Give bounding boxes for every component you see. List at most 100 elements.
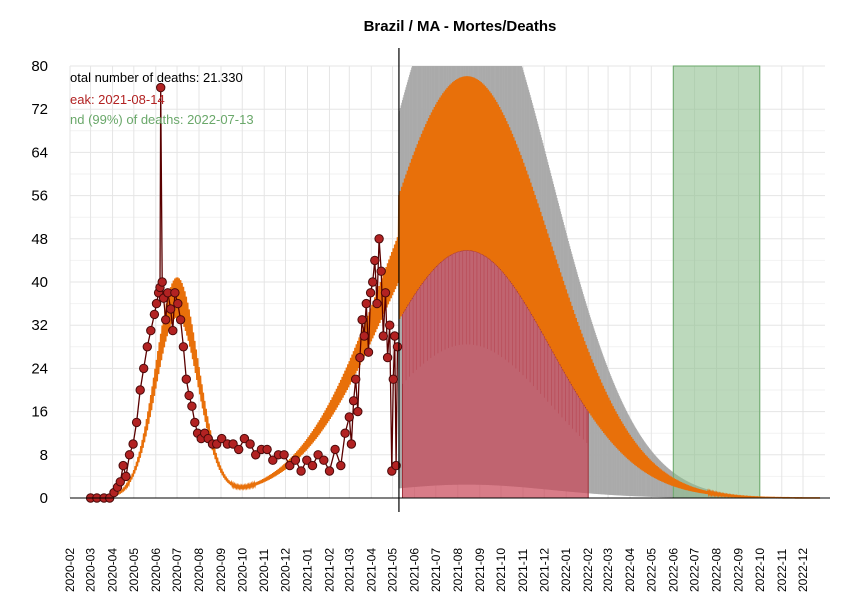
xtick-label: 2021-05 — [386, 548, 400, 592]
observed-point — [157, 277, 167, 287]
observed-point — [353, 406, 363, 417]
observed-point — [173, 298, 183, 309]
xtick-label: 2022-03 — [601, 548, 615, 592]
xtick-label: 2022-12 — [796, 548, 810, 592]
fit-curve — [103, 76, 821, 499]
xtick-label: 2022-08 — [710, 548, 724, 592]
observed-point — [376, 266, 386, 276]
xtick-label: 2022-09 — [732, 548, 746, 592]
observed-point — [361, 298, 371, 309]
observed-point — [151, 298, 162, 309]
xtick-label: 2020-09 — [214, 548, 228, 592]
xtick-label: 2020-11 — [257, 549, 271, 592]
ytick-label: 80 — [31, 58, 48, 75]
ytick-label: 32 — [31, 317, 48, 334]
annotation-end-date: nd (99%) of deaths: 2022-07-13 — [70, 112, 254, 127]
observed-point — [392, 342, 403, 352]
observed-point — [156, 82, 166, 93]
observed-point — [390, 331, 400, 341]
chart-title: Brazil / MA - Mortes/Deaths — [364, 18, 557, 35]
ytick-label: 56 — [31, 188, 48, 205]
observed-point — [340, 428, 350, 438]
observed-point — [388, 374, 398, 384]
xtick-label: 2021-07 — [429, 548, 443, 592]
observed-point — [319, 455, 329, 465]
end-window-band — [672, 65, 761, 499]
observed-point — [344, 412, 354, 422]
observed-point — [307, 460, 318, 471]
observed-point — [279, 450, 289, 460]
observed-point — [168, 325, 178, 336]
observed-point — [385, 320, 395, 330]
observed-point — [149, 309, 160, 320]
observed-point — [121, 471, 131, 482]
observed-point — [184, 390, 194, 401]
xtick-label: 2022-07 — [688, 548, 702, 592]
observed-point — [178, 342, 189, 352]
xtick-label: 2022-11 — [775, 549, 789, 592]
observed-point — [302, 455, 312, 465]
observed-point — [372, 298, 382, 309]
observed-point — [181, 374, 192, 384]
observed-point — [346, 439, 357, 449]
xtick-label: 2020-05 — [127, 548, 141, 592]
observed-point — [336, 460, 346, 471]
xtick-label: 2020-08 — [192, 548, 206, 592]
xtick-label: 2020-07 — [170, 548, 184, 592]
ytick-label: 0 — [40, 490, 48, 507]
xtick-label: 2020-10 — [235, 548, 249, 592]
forecast-layer — [401, 249, 589, 499]
observed-point — [170, 288, 180, 298]
fit-layer — [103, 76, 821, 499]
observed-point — [268, 455, 278, 465]
observed-point — [378, 331, 388, 341]
observed-point — [131, 417, 142, 428]
observed-point — [365, 288, 376, 298]
observed-point — [217, 433, 227, 444]
ytick-label: 72 — [31, 101, 48, 118]
xtick-label: 2022-05 — [644, 548, 658, 592]
xtick-label: 2021-11 — [516, 549, 530, 592]
observed-point — [135, 385, 145, 395]
observed-point — [357, 315, 367, 325]
xtick-label: 2021-10 — [494, 548, 508, 592]
observed-point — [324, 466, 335, 476]
observed-point — [166, 304, 176, 314]
observed-point — [245, 439, 255, 449]
xtick-label: 2020-02 — [63, 548, 77, 592]
observed-point — [313, 450, 323, 460]
observed-point — [124, 450, 135, 460]
axes-layer — [70, 48, 830, 512]
xtick-label: 2022-04 — [623, 548, 637, 592]
xtick-label: 2022-10 — [753, 548, 767, 592]
observed-point — [262, 444, 272, 455]
xtick-label: 2022-02 — [581, 548, 595, 592]
observed-point — [359, 331, 369, 341]
xtick-label: 2020-03 — [84, 548, 98, 592]
xtick-label: 2020-06 — [149, 548, 163, 592]
xtick-label: 2021-01 — [300, 548, 314, 592]
observed-point — [290, 455, 301, 465]
observed-point — [234, 444, 244, 455]
xtick-label: 2021-08 — [451, 548, 465, 592]
xtick-label: 2022-06 — [666, 548, 680, 592]
observed-point — [368, 277, 378, 287]
ytick-labels: 0 8 16 24 32 40 48 56 64 72 80 — [31, 58, 48, 507]
observed-point — [285, 460, 295, 471]
observed-point — [175, 315, 186, 325]
observed-point — [146, 325, 156, 336]
observed-point — [380, 288, 391, 298]
xtick-label: 2021-09 — [473, 548, 487, 592]
observed-point — [139, 363, 149, 374]
observed-point — [118, 460, 128, 471]
observed-point — [251, 450, 261, 460]
observed-point — [330, 444, 340, 455]
observed-layer — [85, 82, 403, 503]
observed-point — [228, 439, 238, 449]
annotation-peak-date: eak: 2021-08-14 — [70, 92, 165, 107]
xtick-labels: 2020-02 2020-03 2020-04 2020-05 2020-06 2020-… — [63, 548, 810, 592]
observed-point — [382, 352, 393, 363]
observed-point — [296, 466, 306, 476]
end-window-layer — [672, 65, 761, 499]
